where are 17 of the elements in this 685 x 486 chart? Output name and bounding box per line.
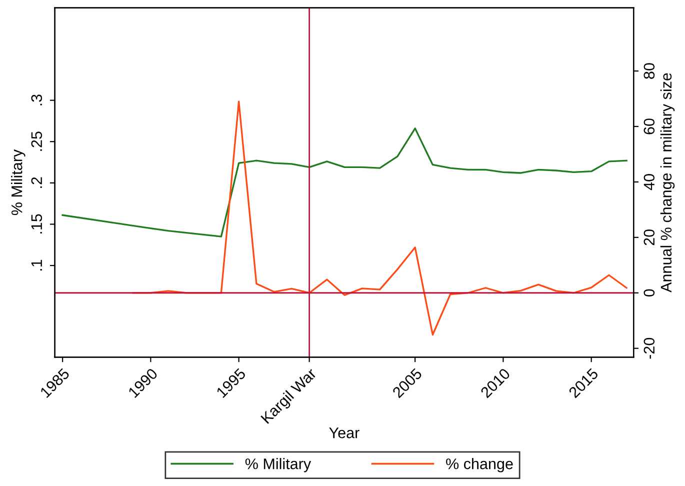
y2-tick-label: 0 <box>644 289 655 297</box>
line-series <box>62 128 628 238</box>
y-tick-label: .15 <box>31 214 42 234</box>
legend-label: % change <box>446 458 513 472</box>
y2-tick-label: 60 <box>644 118 655 134</box>
y-tick-label: .3 <box>31 94 42 106</box>
y-axis-title: % Military <box>11 149 26 216</box>
y2-tick-label: -20 <box>644 338 655 359</box>
x-axis-title: Year <box>329 428 360 438</box>
y2-tick-label: 20 <box>644 230 655 246</box>
y2-tick-label: 40 <box>644 174 655 190</box>
y-tick-label: .1 <box>31 260 42 270</box>
y2-axis-title: Annual % change in military size <box>660 73 675 292</box>
y2-tick-label: 80 <box>644 63 655 79</box>
y-tick-label: .2 <box>31 177 42 188</box>
y-tick-label: .25 <box>31 132 42 151</box>
legend-label: % Military <box>245 458 312 472</box>
